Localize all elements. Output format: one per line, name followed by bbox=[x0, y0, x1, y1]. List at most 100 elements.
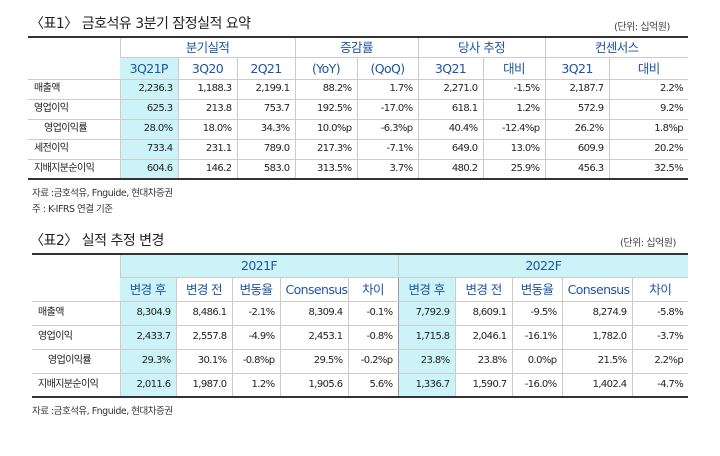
column-header: Consensus bbox=[279, 277, 348, 302]
cell: 2.2%p bbox=[631, 349, 689, 374]
cell: 2,236.3 bbox=[119, 79, 178, 100]
cell: 26.2% bbox=[544, 119, 610, 140]
row-label: 영업이익률 bbox=[28, 119, 120, 140]
row-label: 매출액 bbox=[32, 301, 120, 326]
cell: 2,199.1 bbox=[236, 79, 295, 100]
cell: 146.2 bbox=[177, 159, 237, 180]
cell: 29.5% bbox=[279, 349, 348, 374]
cell: -7.1% bbox=[356, 139, 419, 160]
cell: -16.1% bbox=[511, 325, 563, 350]
cell: 34.3% bbox=[236, 119, 295, 140]
table-row: 지배지분순이익 604.6 146.2 583.0 313.5% 3.7% 480.2 25.… bbox=[28, 159, 689, 180]
cell: 2,557.8 bbox=[175, 325, 232, 350]
column-header: 변동율 bbox=[511, 277, 563, 302]
cell: -2.1% bbox=[231, 301, 280, 326]
cell: 456.3 bbox=[544, 159, 610, 180]
corner-cell bbox=[28, 37, 120, 80]
cell: 28.0% bbox=[119, 119, 178, 140]
row-label: 매출액 bbox=[28, 79, 120, 100]
cell: 231.1 bbox=[177, 139, 237, 160]
row-label: 영업이익률 bbox=[32, 349, 120, 374]
cell: 23.8% bbox=[397, 349, 456, 374]
group-header: 분기실적 bbox=[119, 37, 295, 58]
group-header: 컨센서스 bbox=[544, 37, 689, 58]
column-header: 차이 bbox=[631, 277, 689, 302]
cell: 40.4% bbox=[417, 119, 484, 140]
table1-title: 〈표1〉 금호석유 3분기 잠정실적 요약 bbox=[30, 16, 251, 32]
column-header: Consensus bbox=[561, 277, 633, 302]
estimate-revision-table: 2021F 2022F 변경 후 변경 전 변동율 Consensus 차이 변경 후 변경 … bbox=[32, 253, 689, 398]
cell: 625.3 bbox=[119, 99, 178, 120]
cell: 32.5% bbox=[608, 159, 689, 180]
cell: 217.3% bbox=[294, 139, 357, 160]
cell: 13.0% bbox=[482, 139, 546, 160]
row-label: 지배지분순이익 bbox=[32, 373, 120, 398]
column-header: 대비 bbox=[482, 57, 546, 80]
cell: 8,486.1 bbox=[175, 301, 232, 326]
cell: -0.1% bbox=[347, 301, 399, 326]
cell: 1.7% bbox=[356, 79, 419, 100]
group-header: 증감률 bbox=[294, 37, 419, 58]
cell: 733.4 bbox=[119, 139, 178, 160]
table-row: 세전이익 733.4 231.1 789.0 217.3% -7.1% 649.0 13.0%… bbox=[28, 139, 689, 160]
cell: 1,336.7 bbox=[397, 373, 456, 398]
cell: 0.0%p bbox=[511, 349, 563, 374]
cell: -6.3%p bbox=[356, 119, 419, 140]
column-header: 3Q20 bbox=[177, 57, 237, 80]
group-header: 2021F bbox=[119, 254, 399, 278]
column-header: 변경 후 bbox=[397, 277, 456, 302]
table2-unit: (단위: 십억원) bbox=[620, 238, 676, 249]
cell: -1.5% bbox=[482, 79, 546, 100]
cell: -3.7% bbox=[631, 325, 689, 350]
cell: 213.8 bbox=[177, 99, 237, 120]
table-row: 지배지분순이익 2,011.6 1,987.0 1.2% 1,905.6 5.6% 1,33… bbox=[32, 373, 689, 398]
row-label: 영업이익 bbox=[32, 325, 120, 350]
cell: 9.2% bbox=[608, 99, 689, 120]
cell: 313.5% bbox=[294, 159, 357, 180]
table2-title: 〈표2〉 실적 추정 변경 bbox=[30, 233, 164, 249]
cell: -0.8%p bbox=[231, 349, 280, 374]
cell: 88.2% bbox=[294, 79, 357, 100]
cell: 1,905.6 bbox=[279, 373, 348, 398]
cell: 2,011.6 bbox=[119, 373, 176, 398]
cell: 604.6 bbox=[119, 159, 178, 180]
table1-unit: (단위: 십억원) bbox=[614, 22, 670, 33]
column-header: 변동율 bbox=[231, 277, 280, 302]
cell: 25.9% bbox=[482, 159, 546, 180]
cell: 789.0 bbox=[236, 139, 295, 160]
row-label: 영업이익 bbox=[28, 99, 120, 120]
cell: 3.7% bbox=[356, 159, 419, 180]
column-header: (YoY) bbox=[294, 57, 357, 80]
column-header: 2Q21 bbox=[236, 57, 295, 80]
cell: 192.5% bbox=[294, 99, 357, 120]
cell: 2.2% bbox=[608, 79, 689, 100]
earnings-summary-table: 분기실적 증감률 당사 추정 컨센서스 3Q21P 3Q20 2Q21 (YoY) (QoQ)… bbox=[28, 36, 689, 180]
cell: 583.0 bbox=[236, 159, 295, 180]
column-header: 3Q21P bbox=[120, 57, 178, 80]
cell: -4.9% bbox=[231, 325, 280, 350]
table-row: 매출액 2,236.3 1,188.3 2,199.1 88.2% 1.7% 2,271.0… bbox=[28, 79, 689, 100]
column-header: 3Q21 bbox=[544, 57, 610, 80]
column-header: 변경 전 bbox=[454, 277, 513, 302]
cell: 618.1 bbox=[417, 99, 484, 120]
cell: 1,715.8 bbox=[397, 325, 456, 350]
cell: 2,046.1 bbox=[454, 325, 513, 350]
row-label: 세전이익 bbox=[28, 139, 120, 160]
table-row: 영업이익 625.3 213.8 753.7 192.5% -17.0% 618.1 1.2%… bbox=[28, 99, 689, 120]
column-header: 변경 후 bbox=[120, 277, 176, 302]
table-row: 매출액 8,304.9 8,486.1 -2.1% 8,309.4 -0.1% 7,792.… bbox=[32, 301, 689, 326]
cell: 2,271.0 bbox=[417, 79, 484, 100]
cell: 649.0 bbox=[417, 139, 484, 160]
column-header: 차이 bbox=[347, 277, 399, 302]
column-header: (QoQ) bbox=[356, 57, 419, 80]
cell: 30.1% bbox=[175, 349, 232, 374]
table-row: 영업이익률 28.0% 18.0% 34.3% 10.0%p -6.3%p 40.4% -12… bbox=[28, 119, 689, 140]
cell: 609.9 bbox=[544, 139, 610, 160]
cell: 1.2% bbox=[231, 373, 280, 398]
cell: 2,187.7 bbox=[544, 79, 610, 100]
corner-cell bbox=[32, 254, 120, 302]
cell: 1,782.0 bbox=[561, 325, 633, 350]
cell: 21.5% bbox=[561, 349, 633, 374]
cell: -9.5% bbox=[511, 301, 563, 326]
group-header: 2022F bbox=[397, 254, 689, 278]
